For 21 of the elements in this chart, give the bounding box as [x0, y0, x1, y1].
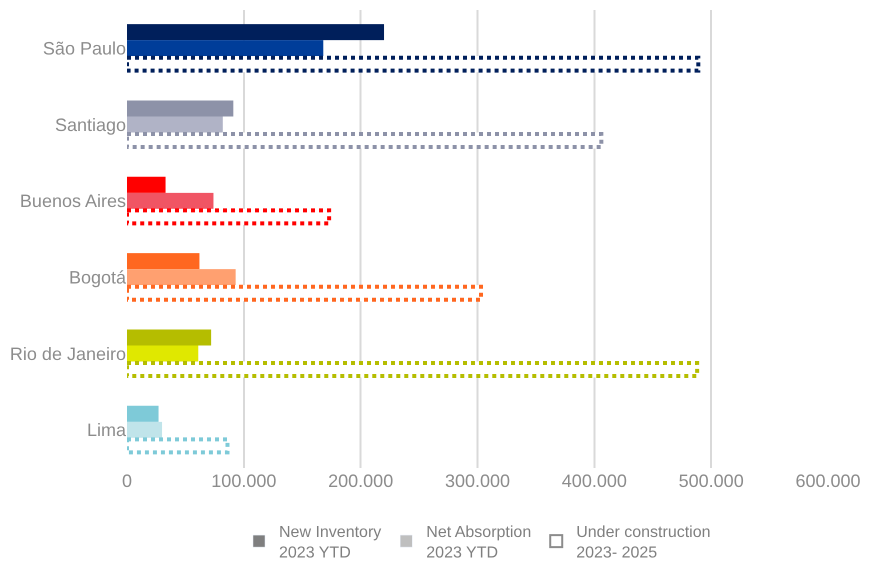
x-tick-label: 400.000: [562, 471, 627, 491]
y-tick-label: Bogotá: [68, 267, 127, 288]
bar: [127, 345, 198, 362]
y-tick-label: Lima: [86, 420, 127, 440]
x-tick-label: 600.000: [795, 471, 861, 491]
x-tick-label: 300.000: [444, 471, 510, 491]
text: Under construction 2023- 2025: [576, 524, 711, 562]
bar: [127, 269, 236, 286]
legend-label: Net Absorption 2023 YTD: [426, 524, 532, 562]
x-tick-label: 200.000: [328, 471, 394, 491]
y-tick-label: Santiago: [54, 114, 126, 135]
y-tick-label: Buenos Aires: [20, 191, 126, 212]
x-tick-label: 100.000: [211, 471, 276, 491]
bar: [127, 116, 223, 133]
x-tick-label: 500.000: [678, 471, 744, 491]
x-tick-label: 0: [122, 471, 132, 491]
bar: [127, 176, 166, 193]
y-tick-label: São Paulo: [42, 38, 126, 58]
text: New Inventory 2023 YTD: [279, 524, 382, 562]
y-tick-label: Rio de Janeiro: [10, 344, 126, 364]
bar: [127, 406, 159, 422]
